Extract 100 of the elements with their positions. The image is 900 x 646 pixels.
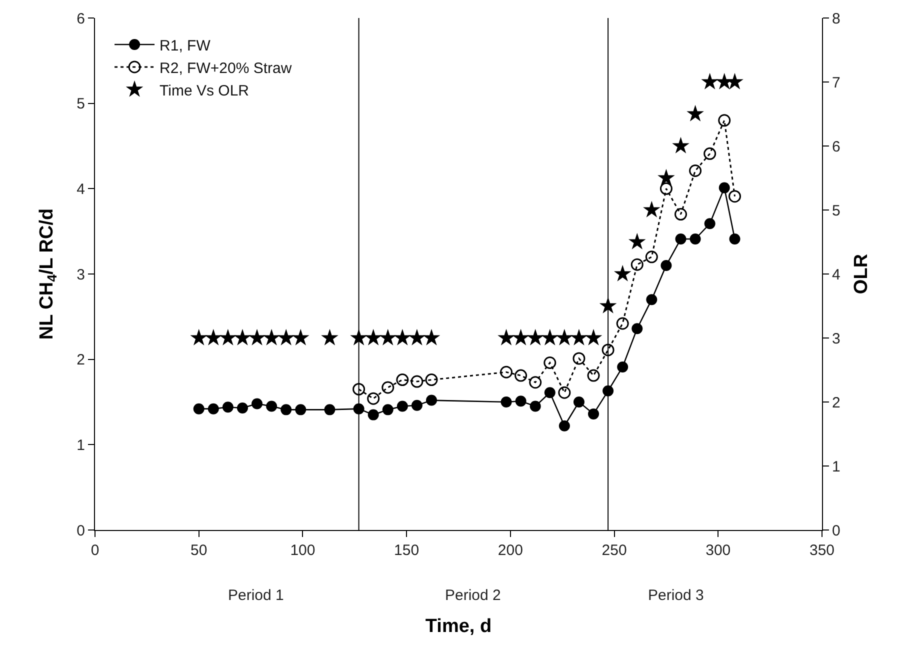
legend-label: R1, FW [160,37,212,54]
x-tick-label: 50 [190,542,208,559]
point [368,409,379,420]
point [222,402,234,413]
point [558,420,570,432]
point [234,328,252,346]
y2-tick-label: 0 [832,522,840,540]
point [689,164,702,177]
point [422,328,440,346]
point [573,396,584,408]
y2-tick-label: 5 [832,202,840,220]
point [426,394,437,406]
text: Period 1 [228,587,284,604]
point [295,404,306,416]
point [643,200,660,218]
point [674,208,687,221]
point [704,218,716,230]
y2-tick-label: 7 [832,74,840,92]
point [500,396,512,408]
point [718,114,731,127]
x-tick-label: 200 [498,542,523,559]
point [628,232,646,250]
point [570,328,588,346]
y2-tick-label: 3 [832,330,840,348]
point [614,264,632,282]
point [616,317,629,330]
y2-tick-label: 2 [832,394,840,412]
point [277,328,295,346]
point [367,392,380,405]
point [690,234,701,245]
point [530,400,541,412]
point [658,168,675,186]
point [248,328,266,346]
point [645,250,658,264]
legend-label: Time Vs OLR [160,82,250,100]
point [321,328,338,346]
point [500,366,513,378]
point [701,72,718,90]
x-tick-label: 0 [90,542,100,559]
x-tick-label: 100 [290,542,316,559]
y-tick-label: 3 [76,266,85,284]
point [630,258,644,271]
point [408,328,426,346]
point [599,296,617,314]
point [718,182,730,194]
point [262,328,280,346]
x-tick-label: 150 [394,542,420,559]
y-tick-label: 6 [76,10,85,28]
point [675,234,686,245]
point [587,369,600,382]
point [379,328,397,346]
x-tick-label: 250 [602,542,627,559]
y-tick-label: 0 [76,522,85,540]
y2-axis-title: OLR [851,254,872,294]
y-tick-label: 1 [76,436,85,454]
point [280,404,292,416]
point [704,147,716,160]
point [726,72,744,90]
point [686,104,704,122]
point [632,323,643,334]
point [512,328,530,346]
point [602,344,614,356]
point [588,408,600,420]
point [394,328,412,346]
y-tick-label: 4 [76,180,85,198]
point [382,404,394,416]
point [208,403,219,414]
point [728,190,742,203]
point [660,260,672,271]
y2-tick-label: 8 [832,10,840,28]
point [353,403,364,414]
point [204,328,222,346]
point [292,328,310,346]
point [558,386,571,399]
point [515,396,526,407]
point [602,385,614,396]
point [324,404,336,416]
y2-tick-label: 1 [832,458,840,476]
point [729,234,740,245]
point [410,375,424,388]
point [514,369,528,382]
x-tick-label: 300 [706,542,731,559]
y-tick-label: 2 [76,352,85,369]
point [572,352,586,365]
y-tick-label: 5 [76,96,85,113]
point [541,328,559,346]
point [660,182,672,195]
point [672,136,690,154]
point [544,356,556,369]
legend-label: R2, FW+20% Straw [160,60,292,77]
point [364,328,382,346]
point [396,400,408,412]
point [193,403,204,414]
point [498,328,515,346]
y2-tick-label: 6 [832,138,840,156]
point [190,328,208,346]
point [425,374,438,386]
point [556,328,574,346]
point [646,294,658,306]
y2-tick-label: 4 [832,266,840,284]
